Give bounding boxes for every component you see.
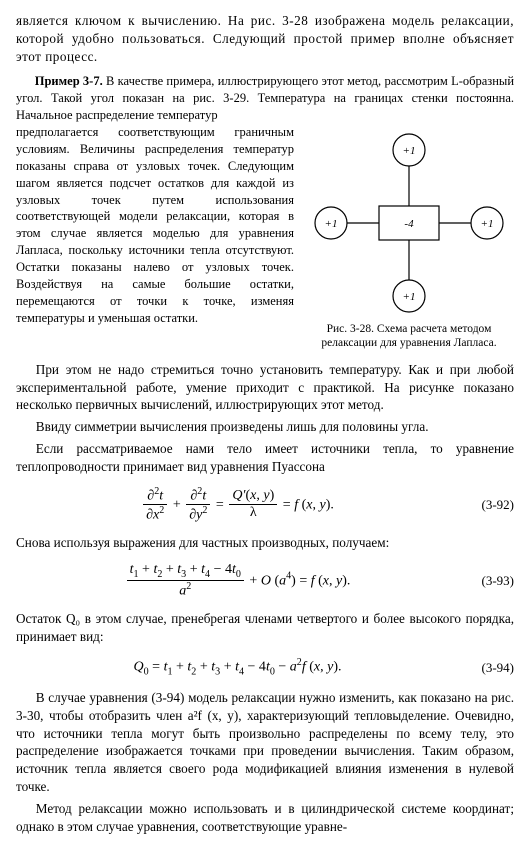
para-3: Если рассматриваемое нами тело имеет ист… [16, 440, 514, 476]
equation-3-93: t1 + t2 + t3 + t4 − 4t0 a2 + O (a4) = f … [16, 562, 514, 600]
relaxation-diagram-svg: -4 +1 +1 +1 +1 [309, 128, 509, 318]
center-label: -4 [404, 218, 414, 230]
para-6: В случае уравнения (3-94) модель релакса… [16, 689, 514, 796]
eq92-num: (3-92) [459, 496, 514, 514]
eq94-num: (3-94) [459, 659, 514, 677]
eq94-body: Q0 = t1 + t2 + t3 + t4 − 4t0 − a2f (x, y… [16, 656, 459, 679]
para-5: Остаток Q₀ в этом случае, пренебрегая чл… [16, 610, 514, 646]
eq92-body: ∂2t∂x2 + ∂2t∂y2 = Q′(x, y)λ = f (x, y). [16, 486, 459, 525]
node-bottom: +1 [403, 291, 416, 303]
figure-caption: Рис. 3-28. Схема расчета методом релакса… [304, 322, 514, 351]
para-7: Метод релаксации можно использовать и в … [16, 800, 514, 836]
node-right: +1 [481, 218, 494, 230]
equation-3-94: Q0 = t1 + t2 + t3 + t4 − 4t0 − a2f (x, y… [16, 656, 514, 679]
figure-3-28: -4 +1 +1 +1 +1 Рис. 3-28. Схема расчета … [304, 128, 514, 351]
para-4: Снова используя выражения для частных пр… [16, 534, 514, 552]
node-left: +1 [325, 218, 338, 230]
example-label: Пример 3-7. [35, 74, 103, 88]
para-1: При этом не надо стремиться точно устано… [16, 361, 514, 414]
equation-3-92: ∂2t∂x2 + ∂2t∂y2 = Q′(x, y)λ = f (x, y). … [16, 486, 514, 525]
node-top: +1 [403, 145, 416, 157]
eq93-body: t1 + t2 + t3 + t4 − 4t0 a2 + O (a4) = f … [16, 562, 459, 600]
para-2: Ввиду симметрии вычисления произведены л… [16, 418, 514, 436]
example-head: Пример 3-7. В качестве примера, иллюстри… [16, 73, 514, 124]
example-block: Пример 3-7. В качестве примера, иллюстри… [16, 73, 514, 356]
eq93-num: (3-93) [459, 572, 514, 590]
intro-text: является ключом к вычислению. На рис. 3-… [16, 12, 514, 65]
